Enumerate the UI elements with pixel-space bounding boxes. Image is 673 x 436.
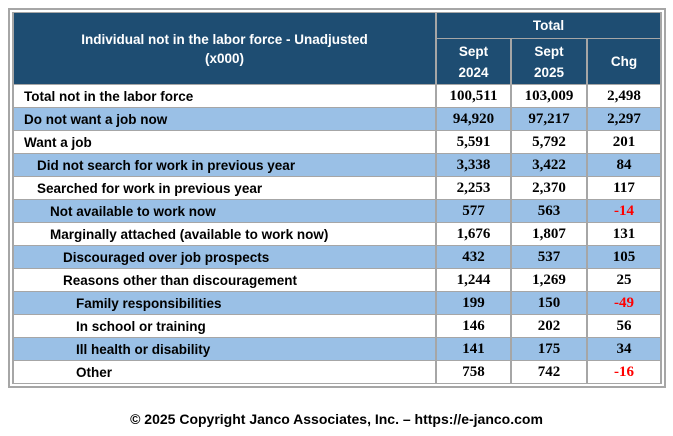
table-title-cell: Individual not in the labor force - Unad… <box>12 12 437 85</box>
value-sept-2024: 1,244 <box>435 268 512 292</box>
value-sept-2025: 175 <box>510 337 588 361</box>
value-chg: -14 <box>585 199 663 223</box>
table-title-line1: Individual not in the labor force - Unad… <box>81 31 368 47</box>
row-label: Ill health or disability <box>12 337 437 361</box>
table-row: Family responsibilities 199 150 -49 <box>12 291 663 315</box>
value-sept-2024: 577 <box>435 199 512 223</box>
value-sept-2025: 150 <box>510 291 588 315</box>
row-label: Marginally attached (available to work n… <box>12 222 437 246</box>
value-sept-2025: 1,269 <box>510 268 588 292</box>
value-sept-2025: 103,009 <box>510 84 588 108</box>
row-label: Searched for work in previous year <box>12 176 437 200</box>
value-chg: 201 <box>585 130 663 154</box>
value-sept-2024: 199 <box>435 291 512 315</box>
value-sept-2024: 100,511 <box>435 84 512 108</box>
table-row: Marginally attached (available to work n… <box>12 222 663 246</box>
value-sept-2024: 1,676 <box>435 222 512 246</box>
value-chg: 105 <box>585 245 663 269</box>
column-header-chg: Chg <box>585 38 663 85</box>
table-row: Do not want a job now 94,920 97,217 2,297 <box>12 107 663 131</box>
value-chg: 56 <box>585 314 663 338</box>
value-sept-2025: 2,370 <box>510 176 588 200</box>
row-label: In school or training <box>12 314 437 338</box>
table-row: Did not search for work in previous year… <box>12 153 663 177</box>
table-row: Searched for work in previous year 2,253 2… <box>12 176 663 200</box>
value-sept-2025: 742 <box>510 360 588 384</box>
table-row: Total not in the labor force 100,511 103,0… <box>12 84 663 108</box>
table-row: Reasons other than discouragement 1,244 1,… <box>12 268 663 292</box>
row-label: Want a job <box>12 130 437 154</box>
table-body: Total not in the labor force 100,511 103,0… <box>12 84 663 384</box>
row-label: Not available to work now <box>12 199 437 223</box>
row-label: Discouraged over job prospects <box>12 245 437 269</box>
value-chg: 84 <box>585 153 663 177</box>
row-label: Do not want a job now <box>12 107 437 131</box>
row-label: Reasons other than discouragement <box>12 268 437 292</box>
value-sept-2025: 202 <box>510 314 588 338</box>
value-chg: 2,297 <box>585 107 663 131</box>
value-sept-2025: 537 <box>510 245 588 269</box>
value-sept-2024: 2,253 <box>435 176 512 200</box>
table-row: In school or training 146 202 56 <box>12 314 663 338</box>
table-row: Other 758 742 -16 <box>12 360 663 384</box>
value-sept-2025: 3,422 <box>510 153 588 177</box>
value-sept-2024: 94,920 <box>435 107 512 131</box>
header-group-row: Individual not in the labor force - Unad… <box>12 12 663 85</box>
table-row: Not available to work now 577 563 -14 <box>12 199 663 223</box>
table-header: Individual not in the labor force - Unad… <box>12 12 663 85</box>
column-header-sept-2025: Sept 2025 <box>510 38 588 85</box>
value-sept-2025: 563 <box>510 199 588 223</box>
value-chg: 131 <box>585 222 663 246</box>
table-title-line2: (x000) <box>204 50 245 66</box>
row-label: Other <box>12 360 437 384</box>
value-sept-2025: 5,792 <box>510 130 588 154</box>
labor-force-table-frame: Individual not in the labor force - Unad… <box>8 8 667 388</box>
value-chg: 2,498 <box>585 84 663 108</box>
value-chg: 117 <box>585 176 663 200</box>
value-chg: 25 <box>585 268 663 292</box>
row-label: Family responsibilities <box>12 291 437 315</box>
value-sept-2024: 5,591 <box>435 130 512 154</box>
value-sept-2025: 97,217 <box>510 107 588 131</box>
row-label: Total not in the labor force <box>12 84 437 108</box>
table-row: Ill health or disability 141 175 34 <box>12 337 663 361</box>
header-columns-row: Sept 2024 Sept 2025 Chg <box>13 38 663 85</box>
value-sept-2024: 146 <box>435 314 512 338</box>
value-sept-2024: 141 <box>435 337 512 361</box>
value-chg: -16 <box>585 360 663 384</box>
copyright-footer: © 2025 Copyright Janco Associates, Inc. … <box>130 411 543 427</box>
labor-force-table: Individual not in the labor force - Unad… <box>12 12 663 384</box>
value-sept-2025: 1,807 <box>510 222 588 246</box>
value-sept-2024: 3,338 <box>435 153 512 177</box>
value-chg: 34 <box>585 337 663 361</box>
row-label: Did not search for work in previous year <box>12 153 437 177</box>
value-sept-2024: 432 <box>435 245 512 269</box>
column-group-header: Total <box>434 12 663 39</box>
value-chg: -49 <box>585 291 663 315</box>
table-row: Want a job 5,591 5,792 201 <box>12 130 663 154</box>
table-row: Discouraged over job prospects 432 537 105 <box>12 245 663 269</box>
column-header-sept-2024: Sept 2024 <box>435 38 512 85</box>
value-sept-2024: 758 <box>435 360 512 384</box>
